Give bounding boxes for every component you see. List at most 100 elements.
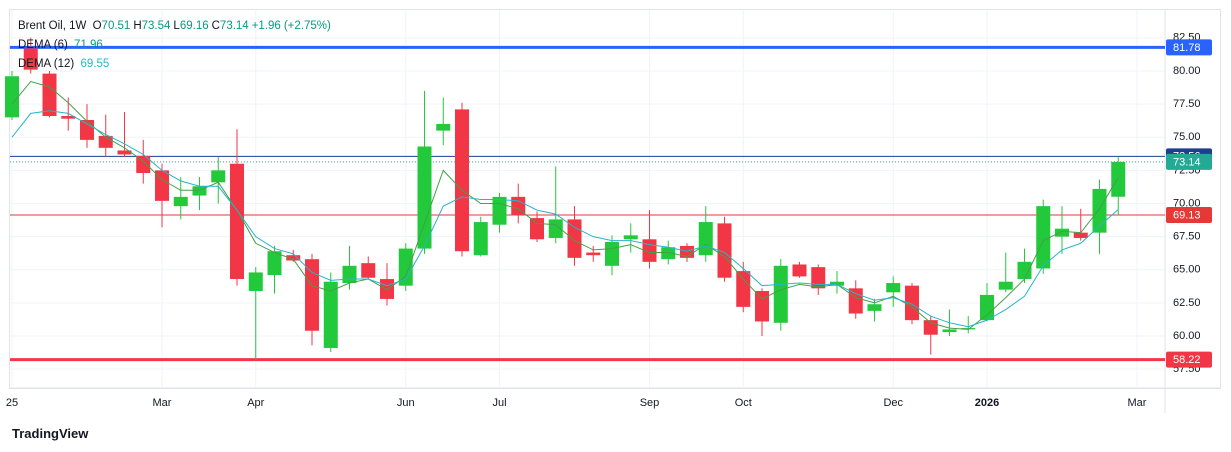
legend-value: 69.55 bbox=[80, 58, 110, 70]
x-tick-label: Jun bbox=[397, 397, 415, 409]
candle-body bbox=[980, 294, 994, 321]
candle-body bbox=[305, 259, 319, 331]
candle-body bbox=[530, 218, 544, 240]
price-label: 58.22 bbox=[1173, 354, 1201, 366]
candle-body bbox=[623, 235, 638, 240]
x-tick-label: 25 bbox=[6, 397, 18, 409]
dema-line bbox=[11, 110, 1119, 328]
candle-body bbox=[192, 186, 207, 196]
candle-body bbox=[436, 123, 451, 131]
candle-body bbox=[136, 155, 151, 174]
symbol: Brent Oil, 1W bbox=[18, 20, 87, 32]
x-tick-label: Dec bbox=[883, 397, 903, 409]
candle-body bbox=[230, 163, 244, 280]
change-pct: (+2.75%) bbox=[283, 20, 331, 32]
candle-body bbox=[473, 222, 488, 256]
x-tick-label: Mar bbox=[1128, 397, 1147, 409]
candle-body bbox=[323, 281, 338, 348]
candle-body bbox=[717, 223, 732, 278]
candle-body bbox=[811, 267, 826, 289]
price-label: 73.14 bbox=[1173, 156, 1201, 168]
y-tick-label: 60.00 bbox=[1173, 330, 1201, 342]
candle-body bbox=[830, 281, 844, 286]
candle-body bbox=[248, 272, 263, 291]
candle-body bbox=[267, 251, 282, 276]
candle-body bbox=[1111, 161, 1126, 197]
candle-body bbox=[680, 245, 694, 258]
x-tick-label: Apr bbox=[247, 397, 264, 409]
legend: Brent Oil, 1W O70.51 H73.54 L69.16 C73.14 +1… bbox=[18, 17, 334, 74]
candle-body bbox=[380, 279, 394, 299]
x-tick-label: 2026 bbox=[975, 397, 999, 409]
candle-body bbox=[511, 196, 526, 216]
candle-body bbox=[5, 76, 19, 118]
candle-body bbox=[867, 304, 882, 311]
candle-body bbox=[23, 48, 38, 70]
candle-body bbox=[1073, 232, 1088, 238]
candle-body bbox=[286, 255, 301, 261]
candle-body bbox=[905, 285, 919, 321]
candle-body bbox=[736, 271, 751, 307]
price-label-bg bbox=[1166, 153, 1212, 170]
candle-body bbox=[848, 288, 863, 314]
candle-body bbox=[342, 265, 357, 284]
price-label: 69.13 bbox=[1173, 209, 1201, 221]
candle-body bbox=[942, 329, 957, 333]
y-tick-label: 75.00 bbox=[1173, 131, 1201, 143]
candle-body bbox=[173, 196, 188, 207]
ohlc-value: 73.14 bbox=[219, 20, 249, 32]
price-label-bg bbox=[1166, 351, 1212, 368]
candle-body bbox=[117, 150, 132, 155]
y-tick-label: 65.00 bbox=[1173, 264, 1201, 276]
ohlc-label: H bbox=[133, 20, 142, 32]
candle-body bbox=[773, 265, 788, 323]
candle-body bbox=[61, 116, 76, 119]
price-label-bg bbox=[1166, 207, 1212, 224]
candle-body bbox=[886, 283, 901, 293]
candle-body bbox=[417, 146, 432, 249]
y-tick-label: 62.50 bbox=[1173, 297, 1201, 309]
x-tick-label: Mar bbox=[153, 397, 172, 409]
candle-body bbox=[1092, 188, 1107, 233]
y-tick-label: 70.00 bbox=[1173, 197, 1201, 209]
price-label: 81.78 bbox=[1173, 42, 1201, 54]
candle-body bbox=[1055, 228, 1069, 237]
candle-body bbox=[211, 170, 226, 183]
ohlc-row: Brent Oil, 1W O70.51 H73.54 L69.16 C73.14 +1… bbox=[18, 17, 334, 36]
dema-line bbox=[11, 81, 1119, 330]
candle-body bbox=[98, 135, 113, 148]
ohlc-label: O bbox=[92, 20, 102, 32]
candle-body bbox=[567, 219, 582, 258]
candle-body bbox=[605, 241, 619, 266]
y-tick-label: 67.50 bbox=[1173, 231, 1201, 243]
change: +1.96 bbox=[251, 20, 281, 32]
x-tick-label: Jul bbox=[492, 397, 506, 409]
candle-body bbox=[455, 109, 469, 252]
candle-body bbox=[398, 248, 413, 286]
candle-body bbox=[755, 290, 769, 322]
ohlc-label: L bbox=[173, 20, 180, 32]
y-tick-label: 80.00 bbox=[1173, 65, 1201, 77]
x-tick-label: Oct bbox=[735, 397, 752, 409]
ohlc-label: C bbox=[211, 20, 220, 32]
brand: TradingView bbox=[12, 426, 89, 441]
candle-body bbox=[698, 222, 713, 256]
x-tick-label: Sep bbox=[640, 397, 660, 409]
candle-body bbox=[661, 247, 676, 260]
y-tick-label: 77.50 bbox=[1173, 98, 1201, 110]
ohlc-value: 73.54 bbox=[141, 20, 171, 32]
candle-body bbox=[998, 281, 1013, 290]
legend-name: DEMA (6) bbox=[18, 39, 68, 51]
candle-body bbox=[792, 264, 807, 277]
candle-body bbox=[361, 263, 376, 278]
ohlc-value: 70.51 bbox=[101, 20, 131, 32]
ohlc-value: 69.16 bbox=[179, 20, 209, 32]
price-label-bg bbox=[1166, 39, 1212, 56]
candle-body bbox=[80, 120, 94, 140]
candle-body bbox=[1017, 261, 1032, 280]
candle-body bbox=[1036, 206, 1051, 269]
legend-value: 71.96 bbox=[74, 39, 103, 51]
candle-body bbox=[155, 170, 169, 201]
